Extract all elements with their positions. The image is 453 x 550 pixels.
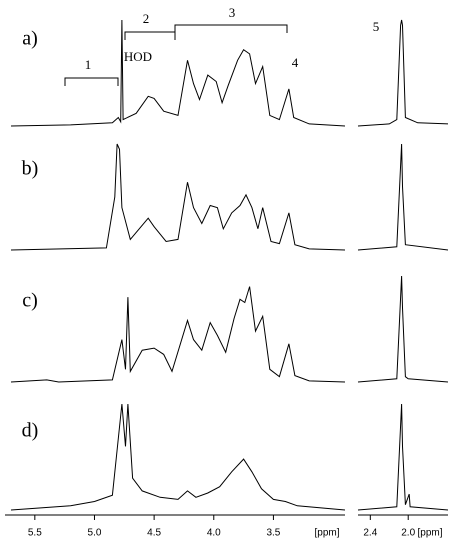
brackets [64, 24, 288, 86]
bracket-3 [174, 24, 288, 33]
annotation: HOD [124, 49, 152, 64]
spectrum [10, 403, 346, 511]
spectrum [357, 403, 449, 511]
x-axis-label: [ppm] [314, 528, 339, 539]
spectrum [357, 275, 449, 383]
spectrum [357, 19, 449, 127]
bracket-2 [124, 31, 176, 40]
panel-label: c) [22, 290, 38, 312]
annotation: 1 [85, 57, 92, 72]
panel-label: d) [22, 420, 39, 442]
x-tick-label: 4.0 [207, 528, 221, 539]
annotation: 5 [373, 19, 380, 34]
x-tick-label: 2.0 [401, 528, 415, 539]
x-tick-label: 3.5 [266, 528, 280, 539]
annotation: 4 [292, 55, 299, 70]
x-tick-label: 4.5 [147, 528, 161, 539]
panel-label: a) [22, 28, 38, 50]
x-tick-label: 2.4 [363, 528, 377, 539]
spectrum [10, 286, 346, 383]
x-axis-label: [ppm] [417, 528, 442, 539]
x-tick-label: 5.5 [28, 528, 42, 539]
spectrum [10, 19, 346, 127]
spectrum [357, 143, 449, 251]
annotation: 2 [143, 11, 150, 26]
bracket-1 [64, 77, 119, 86]
annotation: 3 [229, 5, 236, 20]
x-tick-label: 5.0 [88, 528, 102, 539]
panel-label: b) [22, 158, 39, 180]
spectrum [10, 143, 346, 251]
